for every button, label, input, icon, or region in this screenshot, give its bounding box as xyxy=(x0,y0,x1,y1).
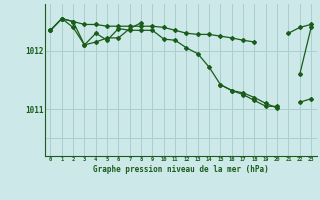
X-axis label: Graphe pression niveau de la mer (hPa): Graphe pression niveau de la mer (hPa) xyxy=(93,165,269,174)
